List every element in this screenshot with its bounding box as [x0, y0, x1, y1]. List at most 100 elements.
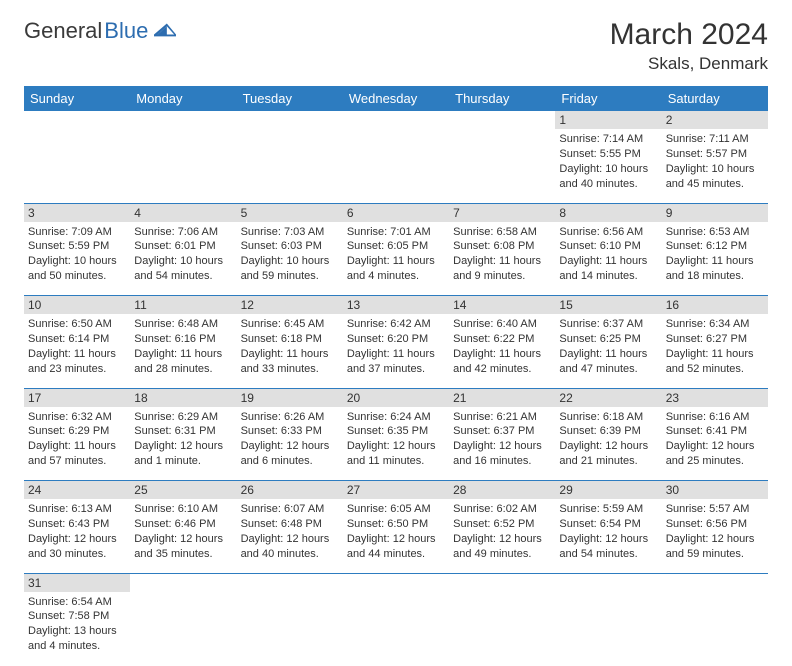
day-cell: Sunrise: 7:11 AMSunset: 5:57 PMDaylight:…: [662, 129, 768, 203]
day-cell: Sunrise: 7:01 AMSunset: 6:05 PMDaylight:…: [343, 222, 449, 296]
day-cell: Sunrise: 6:58 AMSunset: 6:08 PMDaylight:…: [449, 222, 555, 296]
sunset-text: Sunset: 6:43 PM: [28, 517, 126, 532]
day-cell: [130, 592, 236, 666]
daylight-text: Daylight: 11 hours and 14 minutes.: [559, 254, 657, 284]
daylight-text: Daylight: 11 hours and 37 minutes.: [347, 347, 445, 377]
sunrise-text: Sunrise: 7:14 AM: [559, 132, 657, 147]
day-cell: Sunrise: 7:06 AMSunset: 6:01 PMDaylight:…: [130, 222, 236, 296]
day-details: Sunrise: 6:58 AMSunset: 6:08 PMDaylight:…: [453, 225, 551, 284]
day-content-row: Sunrise: 7:09 AMSunset: 5:59 PMDaylight:…: [24, 222, 768, 296]
day-details: Sunrise: 6:50 AMSunset: 6:14 PMDaylight:…: [28, 317, 126, 376]
weekday-header: Saturday: [662, 86, 768, 111]
sunset-text: Sunset: 6:35 PM: [347, 424, 445, 439]
day-number-cell: 9: [662, 203, 768, 222]
sunrise-text: Sunrise: 7:03 AM: [241, 225, 339, 240]
day-number-row: 10111213141516: [24, 296, 768, 315]
sunrise-text: Sunrise: 6:07 AM: [241, 502, 339, 517]
day-number-cell: [130, 573, 236, 592]
day-number-cell: 11: [130, 296, 236, 315]
sunset-text: Sunset: 6:37 PM: [453, 424, 551, 439]
day-details: Sunrise: 6:48 AMSunset: 6:16 PMDaylight:…: [134, 317, 232, 376]
sunrise-text: Sunrise: 7:11 AM: [666, 132, 764, 147]
sunrise-text: Sunrise: 6:40 AM: [453, 317, 551, 332]
day-number-cell: 27: [343, 481, 449, 500]
daylight-text: Daylight: 12 hours and 59 minutes.: [666, 532, 764, 562]
sunset-text: Sunset: 6:16 PM: [134, 332, 232, 347]
sunrise-text: Sunrise: 7:09 AM: [28, 225, 126, 240]
sunrise-text: Sunrise: 6:54 AM: [28, 595, 126, 610]
day-details: Sunrise: 6:16 AMSunset: 6:41 PMDaylight:…: [666, 410, 764, 469]
day-number-cell: 6: [343, 203, 449, 222]
sunrise-text: Sunrise: 7:06 AM: [134, 225, 232, 240]
sunset-text: Sunset: 5:57 PM: [666, 147, 764, 162]
sunrise-text: Sunrise: 7:01 AM: [347, 225, 445, 240]
day-cell: [237, 129, 343, 203]
sunset-text: Sunset: 6:18 PM: [241, 332, 339, 347]
day-details: Sunrise: 7:01 AMSunset: 6:05 PMDaylight:…: [347, 225, 445, 284]
day-cell: Sunrise: 6:45 AMSunset: 6:18 PMDaylight:…: [237, 314, 343, 388]
day-number-cell: 8: [555, 203, 661, 222]
sunset-text: Sunset: 6:46 PM: [134, 517, 232, 532]
day-number-cell: 14: [449, 296, 555, 315]
daylight-text: Daylight: 12 hours and 11 minutes.: [347, 439, 445, 469]
sunrise-text: Sunrise: 6:21 AM: [453, 410, 551, 425]
day-details: Sunrise: 7:14 AMSunset: 5:55 PMDaylight:…: [559, 132, 657, 191]
day-number-cell: 26: [237, 481, 343, 500]
sunset-text: Sunset: 6:31 PM: [134, 424, 232, 439]
sunset-text: Sunset: 6:54 PM: [559, 517, 657, 532]
sunrise-text: Sunrise: 6:32 AM: [28, 410, 126, 425]
day-cell: Sunrise: 6:32 AMSunset: 6:29 PMDaylight:…: [24, 407, 130, 481]
day-cell: Sunrise: 6:16 AMSunset: 6:41 PMDaylight:…: [662, 407, 768, 481]
daylight-text: Daylight: 12 hours and 1 minute.: [134, 439, 232, 469]
day-details: Sunrise: 6:21 AMSunset: 6:37 PMDaylight:…: [453, 410, 551, 469]
day-cell: [343, 129, 449, 203]
day-details: Sunrise: 6:53 AMSunset: 6:12 PMDaylight:…: [666, 225, 764, 284]
sunset-text: Sunset: 6:20 PM: [347, 332, 445, 347]
weekday-header: Thursday: [449, 86, 555, 111]
day-number-cell: [237, 111, 343, 129]
title-block: March 2024 Skals, Denmark: [610, 18, 768, 74]
day-details: Sunrise: 5:57 AMSunset: 6:56 PMDaylight:…: [666, 502, 764, 561]
day-number-cell: 28: [449, 481, 555, 500]
day-number-cell: 23: [662, 388, 768, 407]
month-title: March 2024: [610, 18, 768, 52]
day-cell: Sunrise: 6:13 AMSunset: 6:43 PMDaylight:…: [24, 499, 130, 573]
day-details: Sunrise: 6:13 AMSunset: 6:43 PMDaylight:…: [28, 502, 126, 561]
day-cell: Sunrise: 6:02 AMSunset: 6:52 PMDaylight:…: [449, 499, 555, 573]
weekday-header-row: SundayMondayTuesdayWednesdayThursdayFrid…: [24, 86, 768, 111]
sunset-text: Sunset: 6:25 PM: [559, 332, 657, 347]
day-cell: Sunrise: 6:26 AMSunset: 6:33 PMDaylight:…: [237, 407, 343, 481]
day-cell: Sunrise: 6:18 AMSunset: 6:39 PMDaylight:…: [555, 407, 661, 481]
daylight-text: Daylight: 12 hours and 49 minutes.: [453, 532, 551, 562]
day-details: Sunrise: 6:02 AMSunset: 6:52 PMDaylight:…: [453, 502, 551, 561]
day-number-row: 31: [24, 573, 768, 592]
sunset-text: Sunset: 6:52 PM: [453, 517, 551, 532]
day-content-row: Sunrise: 6:54 AMSunset: 7:58 PMDaylight:…: [24, 592, 768, 666]
day-number-cell: 13: [343, 296, 449, 315]
daylight-text: Daylight: 12 hours and 30 minutes.: [28, 532, 126, 562]
sunset-text: Sunset: 6:48 PM: [241, 517, 339, 532]
day-number-cell: 22: [555, 388, 661, 407]
sunrise-text: Sunrise: 5:57 AM: [666, 502, 764, 517]
location: Skals, Denmark: [610, 54, 768, 74]
day-details: Sunrise: 6:18 AMSunset: 6:39 PMDaylight:…: [559, 410, 657, 469]
day-number-cell: 5: [237, 203, 343, 222]
daylight-text: Daylight: 10 hours and 59 minutes.: [241, 254, 339, 284]
brand-logo: GeneralBlue: [24, 18, 176, 44]
sunset-text: Sunset: 6:03 PM: [241, 239, 339, 254]
day-cell: Sunrise: 5:59 AMSunset: 6:54 PMDaylight:…: [555, 499, 661, 573]
day-number-cell: 20: [343, 388, 449, 407]
weekday-header: Sunday: [24, 86, 130, 111]
day-content-row: Sunrise: 7:14 AMSunset: 5:55 PMDaylight:…: [24, 129, 768, 203]
day-number-cell: 29: [555, 481, 661, 500]
daylight-text: Daylight: 12 hours and 6 minutes.: [241, 439, 339, 469]
weekday-header: Tuesday: [237, 86, 343, 111]
day-number-cell: [555, 573, 661, 592]
sunrise-text: Sunrise: 6:56 AM: [559, 225, 657, 240]
sunrise-text: Sunrise: 6:45 AM: [241, 317, 339, 332]
day-number-cell: 25: [130, 481, 236, 500]
day-cell: Sunrise: 5:57 AMSunset: 6:56 PMDaylight:…: [662, 499, 768, 573]
day-number-cell: [343, 111, 449, 129]
day-number-cell: 15: [555, 296, 661, 315]
day-number-cell: 19: [237, 388, 343, 407]
